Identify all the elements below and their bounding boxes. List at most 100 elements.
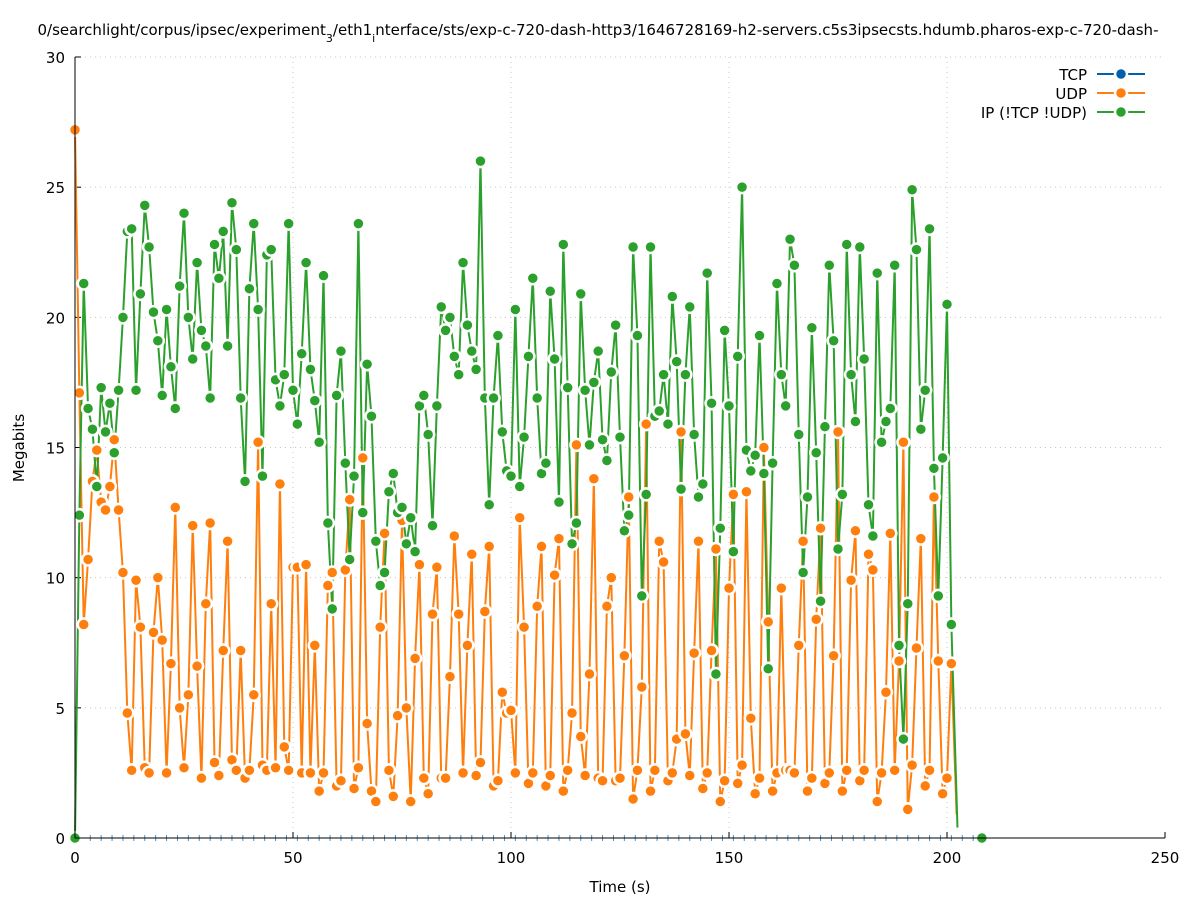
data-point-udp	[917, 778, 933, 794]
data-point-ip-tcp-udp	[194, 323, 209, 338]
data-point-udp	[425, 606, 440, 622]
y-tick-label: 30	[46, 49, 65, 67]
data-point-ip-tcp-udp	[281, 216, 296, 231]
data-point-udp	[128, 573, 144, 588]
data-point-udp	[900, 802, 916, 817]
data-point-udp	[695, 781, 711, 796]
data-point-udp	[447, 528, 462, 544]
data-point-ip-tcp-udp	[896, 731, 911, 747]
data-point-udp	[551, 531, 567, 546]
data-point-udp	[420, 786, 436, 801]
data-point-udp	[464, 546, 480, 562]
data-point-ip-tcp-udp	[787, 258, 802, 273]
data-point-ip-tcp-udp	[800, 489, 815, 505]
data-point-ip-tcp-udp	[102, 395, 118, 411]
data-point-udp	[686, 645, 702, 661]
data-point-ip-tcp-udp	[468, 362, 484, 377]
data-point-ip-tcp-udp	[704, 395, 719, 411]
data-point-ip-tcp-udp	[621, 507, 636, 523]
data-point-udp	[891, 653, 907, 669]
data-point-ip-tcp-udp	[843, 367, 859, 382]
data-point-ip-tcp-udp	[634, 588, 650, 604]
data-point-ip-tcp-udp	[246, 216, 262, 231]
data-point-udp	[865, 562, 881, 578]
data-point-udp	[176, 760, 192, 775]
data-point-ip-tcp-udp	[599, 453, 615, 468]
data-point-ip-tcp-udp	[782, 231, 798, 247]
data-point-udp	[909, 640, 924, 656]
data-point-udp	[756, 440, 772, 455]
data-point-ip-tcp-udp	[743, 463, 759, 479]
data-point-ip-tcp-udp	[111, 382, 126, 398]
data-point-udp	[804, 770, 820, 786]
x-tick-label: 200	[933, 849, 962, 867]
data-point-udp	[407, 651, 423, 666]
data-point-udp	[621, 489, 636, 505]
x-tick-label: 150	[715, 849, 744, 867]
data-point-udp	[595, 773, 610, 788]
data-point-ip-tcp-udp	[176, 205, 192, 221]
data-point-udp	[704, 643, 719, 658]
data-point-udp	[843, 573, 859, 588]
data-point-ip-tcp-udp	[795, 565, 811, 580]
series-layer	[67, 122, 990, 846]
data-point-udp	[150, 570, 166, 585]
data-point-udp	[508, 765, 523, 781]
data-point-ip-tcp-udp	[185, 351, 200, 367]
data-point-udp	[168, 500, 183, 515]
data-point-ip-tcp-udp	[72, 507, 87, 523]
data-point-ip-tcp-udp	[935, 450, 950, 466]
legend-label: UDP	[1055, 85, 1087, 103]
data-point-udp	[682, 768, 698, 783]
data-point-udp	[717, 773, 732, 788]
data-point-ip-tcp-udp	[290, 416, 305, 432]
data-point-ip-tcp-udp	[455, 255, 471, 270]
data-point-udp	[673, 424, 689, 440]
data-point-udp	[333, 773, 349, 788]
data-point-ip-tcp-udp	[346, 468, 362, 484]
data-point-udp	[939, 770, 955, 786]
data-point-udp	[181, 687, 196, 703]
data-point-udp	[207, 755, 222, 770]
data-point-udp	[878, 684, 894, 700]
y-tick-label: 0	[55, 830, 65, 848]
data-point-ip-tcp-udp	[503, 468, 519, 484]
data-point-ip-tcp-udp	[826, 333, 841, 349]
data-point-ip-tcp-udp	[869, 265, 885, 281]
data-point-ip-tcp-udp	[778, 398, 793, 414]
data-point-ip-tcp-udp	[316, 268, 331, 283]
data-point-ip-tcp-udp	[569, 515, 584, 531]
data-point-ip-tcp-udp	[708, 666, 724, 682]
data-point-ip-tcp-udp	[250, 302, 266, 317]
data-point-udp	[355, 450, 371, 466]
data-point-ip-tcp-udp	[926, 461, 942, 476]
data-point-ip-tcp-udp	[163, 359, 179, 375]
data-point-ip-tcp-udp	[451, 367, 466, 382]
legend-label: TCP	[1058, 66, 1087, 84]
data-point-ip-tcp-udp	[233, 390, 248, 406]
data-point-ip-tcp-udp	[765, 455, 780, 471]
data-point-udp	[525, 765, 541, 781]
data-point-ip-tcp-udp	[917, 382, 933, 398]
data-point-udp	[311, 783, 327, 799]
title-part: /eth1	[333, 21, 372, 39]
data-point-udp	[202, 515, 218, 531]
data-point-udp	[473, 755, 488, 770]
data-point-udp	[835, 783, 850, 799]
data-point-ip-tcp-udp	[730, 349, 745, 364]
data-point-ip-tcp-udp	[425, 518, 440, 533]
data-point-udp	[822, 765, 837, 781]
axes	[74, 57, 1165, 839]
data-point-udp	[451, 606, 466, 622]
data-point-ip-tcp-udp	[76, 276, 91, 291]
tick-labels: 0 50 100 150 200 250 0 5 10 15 20 25 30	[46, 49, 1179, 867]
data-point-ip-tcp-udp	[329, 388, 344, 403]
data-point-ip-tcp-udp	[420, 427, 436, 442]
data-point-ip-tcp-udp	[904, 182, 920, 198]
data-point-udp	[573, 729, 589, 744]
data-point-udp	[634, 679, 650, 695]
data-point-ip-tcp-udp	[338, 455, 353, 471]
data-point-udp	[791, 638, 807, 653]
data-point-ip-tcp-udp	[237, 474, 253, 489]
data-point-udp	[931, 653, 946, 669]
